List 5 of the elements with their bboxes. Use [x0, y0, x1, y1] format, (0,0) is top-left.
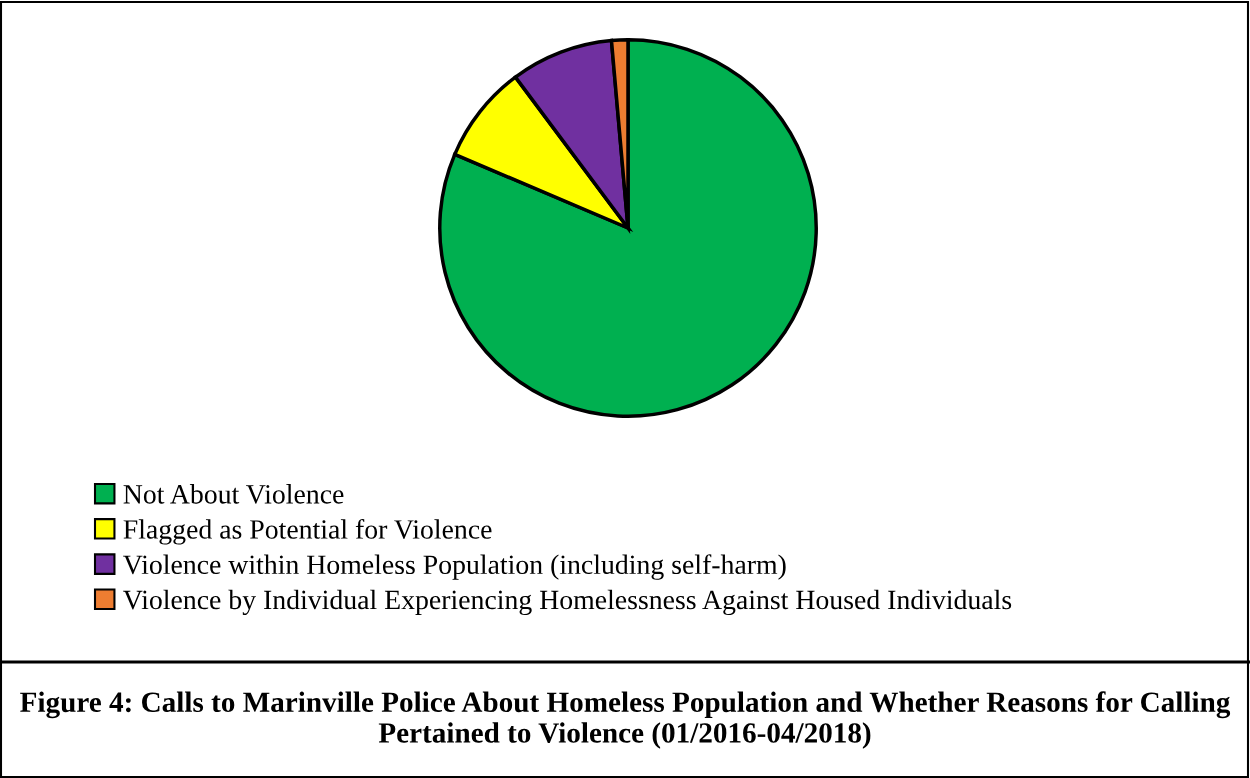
- legend-label: Flagged as Potential for Violence: [123, 519, 492, 545]
- legend-label: Violence within Homeless Population (including self-harm): [123, 554, 786, 580]
- text: Figure 4: Calls to Marinville Police About Homeless Population and Whether Reasons for Calling Pertained to Violence (01/2016-04/2018): [20, 691, 1231, 749]
- legend-label: Violence by Individual Experiencing Homelessness Against Housed Individuals: [123, 589, 1012, 615]
- legend-label: Not About Violence: [123, 484, 344, 504]
